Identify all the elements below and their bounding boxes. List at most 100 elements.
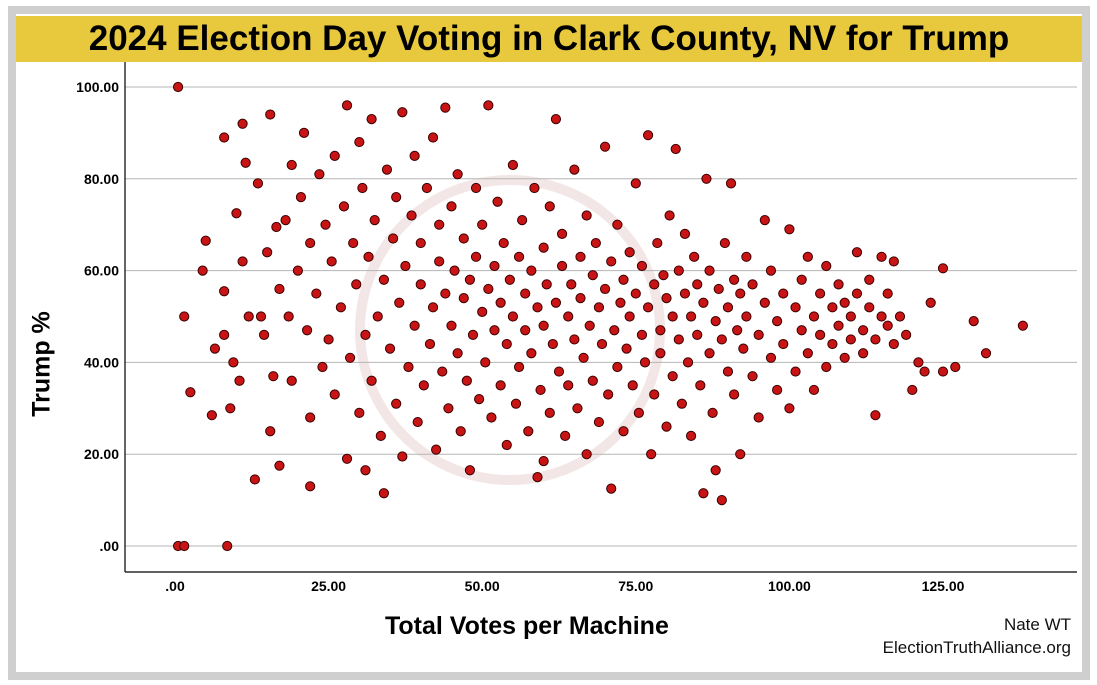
data-point [722, 302, 734, 313]
data-point [446, 201, 457, 212]
data-point [753, 329, 764, 340]
data-point [366, 114, 377, 125]
chart-title: 2024 Election Day Voting in Clark County… [88, 19, 1010, 58]
data-point [351, 279, 362, 290]
data-point [815, 288, 826, 299]
data-point [839, 352, 850, 363]
data-point [219, 286, 230, 297]
data-point [747, 371, 758, 382]
data-point [851, 247, 863, 258]
data-point [369, 215, 380, 226]
data-point [692, 329, 703, 340]
data-point [827, 302, 838, 313]
data-point [295, 192, 307, 203]
data-point [354, 136, 365, 148]
data-point [320, 219, 331, 230]
data-point [821, 361, 832, 373]
data-point [652, 237, 663, 249]
data-point [467, 329, 479, 340]
data-point [477, 306, 488, 318]
data-point [664, 210, 675, 221]
data-point [925, 297, 936, 308]
data-point [354, 407, 365, 418]
data-point [538, 242, 549, 253]
data-point [470, 251, 482, 262]
data-point [243, 311, 254, 322]
data-point [627, 380, 638, 391]
data-point [719, 237, 730, 249]
data-point [729, 389, 740, 400]
data-point [529, 182, 540, 194]
data-point [876, 251, 887, 262]
data-point [219, 132, 230, 143]
data-point [455, 426, 466, 437]
x-tick-label: 100.00 [768, 578, 811, 594]
x-axis-label: Total Votes per Machine [385, 612, 669, 640]
data-point [937, 366, 949, 377]
data-point [796, 274, 807, 285]
data-point [556, 228, 568, 239]
title-banner: 2024 Election Day Voting in Clark County… [16, 16, 1082, 62]
data-point [391, 192, 402, 203]
data-point [584, 320, 595, 331]
data-point [538, 455, 549, 467]
data-point [513, 361, 525, 373]
data-point [646, 449, 657, 460]
data-point [642, 302, 654, 313]
data-point [268, 371, 279, 382]
data-point [919, 366, 930, 377]
data-point [670, 143, 681, 155]
data-point [526, 265, 537, 276]
data-point [458, 233, 469, 244]
data-point [581, 449, 592, 460]
data-point [209, 343, 221, 354]
data-point [888, 338, 899, 350]
data-point [621, 343, 632, 354]
data-point [667, 371, 678, 382]
data-point [882, 320, 893, 331]
data-point [698, 297, 709, 308]
data-point [808, 311, 820, 322]
data-point [630, 288, 641, 299]
data-point [495, 380, 506, 391]
data-point [538, 320, 549, 331]
data-point [692, 279, 703, 290]
data-point [609, 325, 620, 336]
data-point [378, 274, 389, 285]
data-point [452, 348, 463, 359]
data-point [661, 421, 672, 432]
data-point [286, 375, 297, 386]
data-point [489, 325, 500, 336]
data-point [440, 288, 451, 299]
data-point [510, 398, 522, 409]
data-point [790, 302, 801, 313]
data-point [326, 256, 337, 267]
data-point [870, 334, 881, 345]
data-point [255, 311, 267, 322]
data-point [474, 394, 485, 405]
data-point [572, 403, 583, 414]
data-point [437, 366, 448, 377]
data-point [526, 348, 537, 359]
data-point [366, 375, 377, 386]
data-point [360, 465, 371, 476]
data-point [449, 265, 460, 276]
data-point [633, 407, 644, 418]
data-point [483, 283, 494, 295]
data-point [907, 384, 918, 396]
data-point [477, 219, 488, 230]
data-point [483, 100, 494, 111]
data-point [772, 384, 783, 396]
data-point [553, 366, 565, 377]
data-point [729, 274, 740, 285]
data-point [612, 219, 623, 230]
data-point [679, 228, 691, 239]
data-point [599, 141, 611, 152]
data-point [581, 210, 592, 221]
data-point [314, 169, 325, 180]
data-point [676, 398, 687, 409]
data-point [679, 288, 691, 299]
data-point [833, 320, 844, 331]
data-point [249, 474, 260, 485]
data-point [301, 325, 313, 336]
